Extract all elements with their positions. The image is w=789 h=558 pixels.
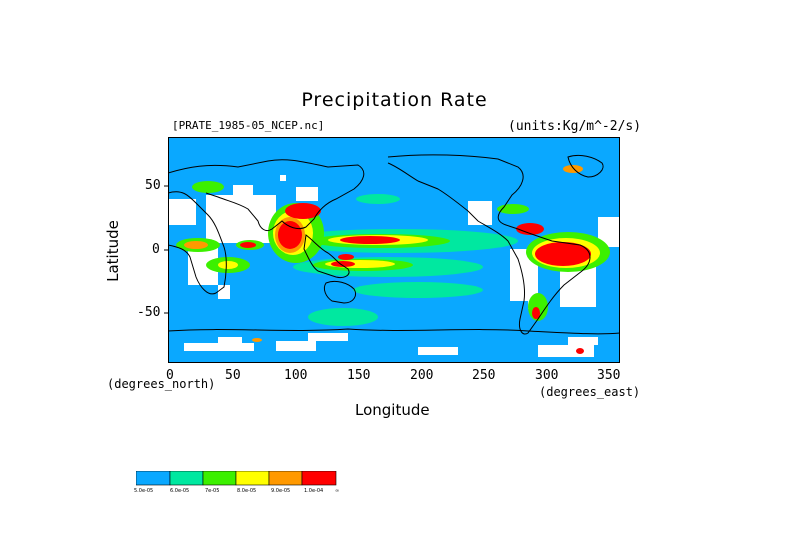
x-axis-note-right: (degrees_east) (539, 385, 641, 399)
x-tick-label-200: 200 (410, 368, 434, 383)
x-tick-label-350: 350 (597, 368, 621, 383)
legend-swatch-4 (235, 470, 270, 486)
x-tick-label-0: 0 (166, 368, 174, 383)
legend-swatch-1 (135, 470, 171, 486)
x-tick-label-300: 300 (535, 368, 559, 383)
legend-label-5: 9.0e-05 (271, 488, 291, 494)
x-tick-label-250: 250 (472, 368, 496, 383)
legend-label-4: 8.0e-05 (237, 488, 257, 494)
x-tick-label-150: 150 (347, 368, 371, 383)
y-tick-marks (164, 185, 169, 314)
color-legend: 5.0e-05 6.0e-05 7e-05 8.0e-05 9.0e-05 1.… (134, 470, 341, 503)
precipitation-bands (176, 165, 610, 354)
dataset-name: [PRATE_1985-05_NCEP.nc] (172, 119, 325, 132)
legend-label-7: ∞ (335, 488, 340, 494)
legend-label-6: 1.0e-04 (304, 488, 324, 494)
x-axis-label: Longitude (355, 401, 430, 419)
precipitation-map (168, 137, 620, 363)
legend-swatch-2 (169, 470, 204, 486)
y-tick-label-0: 0 (152, 242, 160, 257)
legend-swatch-5 (268, 470, 303, 486)
y-axis-label: Latitude (103, 220, 122, 282)
y-tick-label-minus50: -50 (137, 305, 161, 320)
map-title: Precipitation Rate (301, 89, 488, 111)
legend-label-3: 7e-05 (205, 488, 220, 494)
x-axis-note-left: (degrees_north) (107, 377, 216, 391)
units-label: (units:Kg/m^-2/s) (508, 119, 642, 134)
legend-swatch-6 (301, 470, 337, 486)
legend-label-1: 5.0e-05 (134, 488, 154, 494)
legend-label-2: 6.0e-05 (170, 488, 190, 494)
x-tick-label-50: 50 (225, 368, 241, 383)
x-tick-label-100: 100 (284, 368, 308, 383)
legend-swatch-3 (202, 470, 237, 486)
legend-swatches (135, 470, 337, 486)
y-tick-label-50: 50 (145, 178, 161, 193)
coastlines (168, 154, 620, 335)
